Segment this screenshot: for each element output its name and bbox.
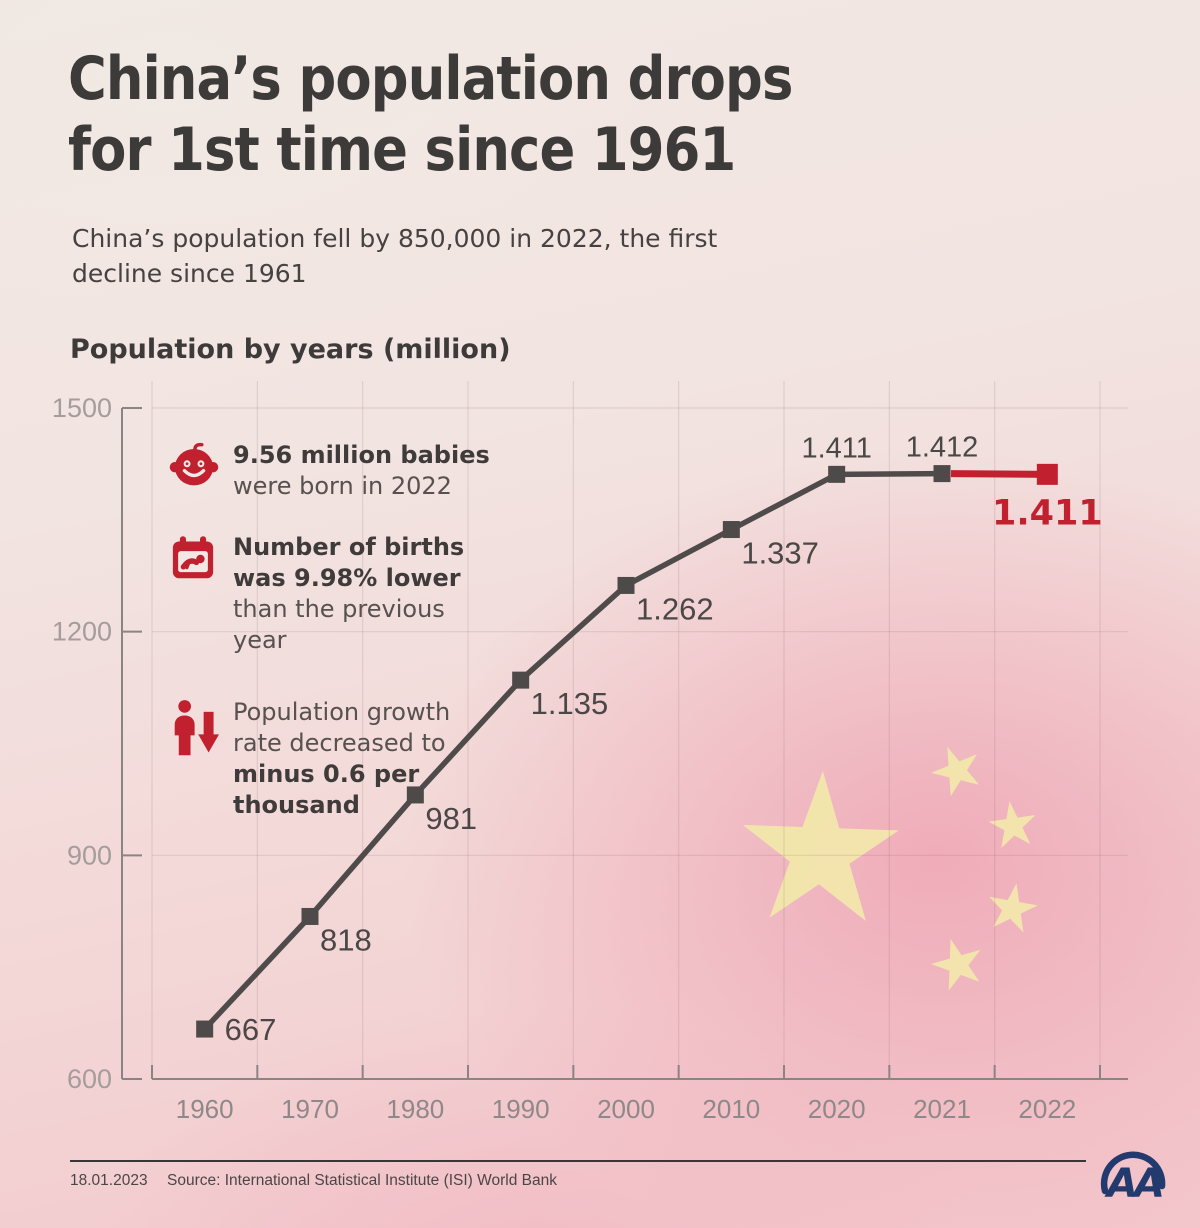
data-point-2021 [933, 465, 951, 483]
y-tick-label: 900 [67, 840, 112, 870]
page-subtitle: China’s population fell by 850,000 in 20… [72, 224, 718, 288]
value-label-2000: 1.262 [636, 591, 714, 626]
logo-arc [1100, 1151, 1166, 1195]
callout-growth-bold: minus 0.6 per thousand [233, 760, 420, 819]
callout-babies-born: 9.56 million babies were born in 2022 [168, 440, 498, 502]
data-point-1970 [301, 907, 319, 925]
value-label-1990: 1.135 [531, 686, 609, 721]
flag-small-star-3 [983, 879, 1041, 935]
callout-number-of-births: Number of births was 9.98% lower than th… [172, 532, 482, 656]
value-label-2010: 1.337 [741, 536, 819, 571]
x-tick-label: 2010 [702, 1094, 760, 1124]
callout-births-regular: than the previous year [233, 595, 445, 654]
data-point-2022 [1036, 463, 1058, 485]
footer-source: Source: International Statistical Instit… [167, 1172, 557, 1189]
population-line-highlight [950, 470, 1048, 478]
chart-title: Population by years (million) [70, 334, 511, 365]
callout-babies-text: 9.56 million babies were born in 2022 [233, 440, 493, 502]
callout-births-bold: Number of births was 9.98% lower [233, 533, 465, 592]
value-label-2020: 1.411 [801, 432, 871, 464]
logo-letters: AA [1104, 1161, 1162, 1205]
callout-growth-regular: Population growth rate decreased to [233, 698, 451, 757]
baby-face-icon [169, 442, 219, 486]
y-tick-labels: 1500 1200 900 600 [52, 393, 112, 1094]
x-tick-label: 1960 [176, 1094, 234, 1124]
x-tick-label: 1980 [386, 1094, 444, 1124]
x-tick-label: 2022 [1018, 1094, 1076, 1124]
flag-big-star [739, 768, 901, 923]
data-point-2010 [722, 521, 740, 539]
callout-growth-text: Population growth rate decreased to minu… [233, 697, 471, 821]
x-tick-label: 1970 [281, 1094, 339, 1124]
population-decline-icon [174, 700, 219, 756]
flag-small-star-2 [985, 797, 1040, 850]
y-tick-label: 1500 [52, 393, 112, 423]
calendar-baby-icon [172, 536, 214, 579]
x-tick-label: 1990 [492, 1094, 550, 1124]
page-title-line1: China’s population drops [68, 44, 793, 114]
value-label-2022: 1.411 [992, 493, 1103, 533]
footer-date: 18.01.2023 [70, 1172, 148, 1189]
flag-small-star-1 [924, 737, 988, 800]
callout-babies-bold: 9.56 million babies [233, 441, 490, 469]
x-tick-label: 2020 [808, 1094, 866, 1124]
data-point-2020 [828, 465, 846, 483]
callout-births-text: Number of births was 9.98% lower than th… [233, 532, 475, 656]
callout-babies-regular: were born in 2022 [233, 472, 452, 500]
page-title-line2: for 1st time since 1961 [68, 114, 736, 185]
flag-small-star-4 [925, 931, 989, 994]
data-point-1990 [512, 671, 530, 689]
value-label-2021: 1.412 [906, 432, 979, 464]
x-tick-labels: 1960 1970 1980 1990 2000 2010 2020 2021 2022 [176, 1094, 1077, 1124]
y-tick-label: 600 [67, 1064, 112, 1094]
data-point-1960 [196, 1020, 214, 1038]
x-tick-label: 2021 [913, 1094, 971, 1124]
footer-divider [70, 1160, 1086, 1162]
value-label-1970: 818 [320, 922, 372, 957]
anadolu-agency-logo: AA [1100, 1151, 1166, 1205]
page-title: China’s population drops for 1st time si… [68, 44, 793, 186]
callout-growth-rate: Population growth rate decreased to minu… [172, 697, 482, 821]
value-label-1960: 667 [225, 1012, 277, 1047]
y-tick-label: 1200 [52, 617, 112, 647]
x-tick-label: 2000 [597, 1094, 655, 1124]
data-point-2000 [617, 576, 635, 594]
